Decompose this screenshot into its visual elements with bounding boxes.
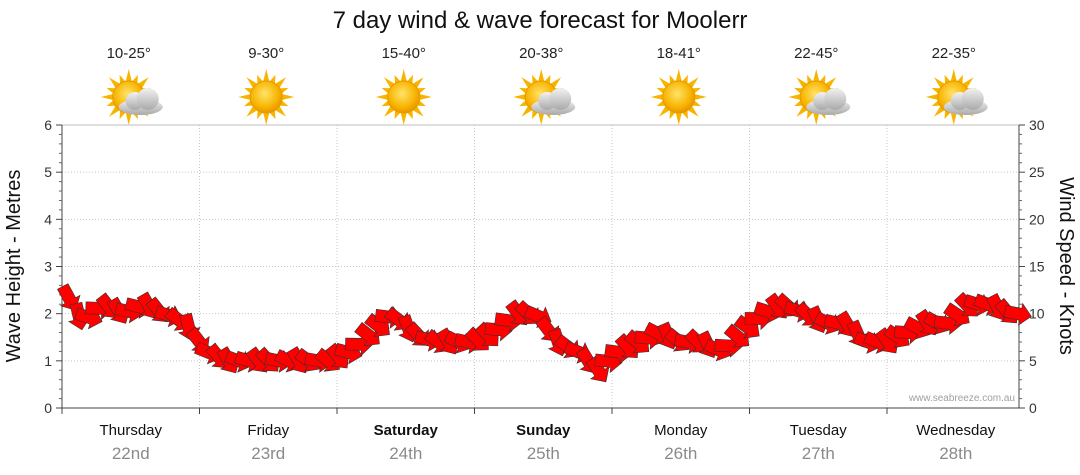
right-tick-label: 0 — [1029, 400, 1037, 416]
right-tick-label: 15 — [1029, 259, 1045, 275]
partly-cloudy-icon — [788, 69, 851, 125]
left-axis-label: Wave Height - Metres — [3, 170, 25, 363]
left-tick-label: 4 — [44, 211, 52, 227]
right-tick-label: 25 — [1029, 164, 1045, 180]
day-date-label: 24th — [389, 444, 422, 463]
day-date-label: 23rd — [251, 444, 285, 463]
left-tick-label: 0 — [44, 400, 52, 416]
partly-cloudy-icon — [100, 69, 163, 125]
right-tick-label: 20 — [1029, 211, 1045, 227]
day-name-label: Friday — [247, 422, 289, 439]
wind-arrow — [57, 283, 81, 311]
day-name-label: Thursday — [99, 422, 162, 439]
right-tick-label: 5 — [1029, 353, 1037, 369]
day-date-label: 27th — [802, 444, 835, 463]
day-labels: Thursday 22nd Friday 23rd Saturday 24th Sunday… — [61, 407, 1019, 463]
temperature-label: 22-35° — [932, 45, 976, 62]
day-date-label: 28th — [939, 444, 972, 463]
wind-arrow — [354, 322, 380, 347]
left-axis: 0 1 2 3 4 5 6 — [44, 117, 63, 416]
temperature-label: 18-41° — [657, 45, 701, 62]
wind-arrow — [1003, 302, 1032, 326]
left-tick-label: 3 — [44, 259, 52, 275]
temperature-label: 20-38° — [519, 45, 563, 62]
partly-cloudy-icon — [513, 69, 576, 125]
day-name-label: Tuesday — [790, 422, 847, 439]
wind-arrows — [57, 283, 1032, 383]
left-tick-label: 2 — [44, 306, 52, 322]
sunny-icon — [375, 69, 432, 125]
grid — [62, 124, 1019, 408]
left-tick-label: 5 — [44, 164, 52, 180]
sunny-icon — [650, 69, 707, 125]
day-name-label: Wednesday — [916, 422, 995, 439]
day-name-label: Monday — [654, 422, 708, 439]
left-tick-label: 1 — [44, 353, 52, 369]
chart-title: 7 day wind & wave forecast for Moolerr — [333, 7, 748, 34]
temperature-label: 10-25° — [107, 45, 151, 62]
sunny-icon — [238, 69, 295, 125]
day-date-label: 25th — [527, 444, 560, 463]
right-tick-label: 30 — [1029, 117, 1045, 133]
wind-arrow — [585, 355, 610, 383]
temperature-label: 22-45° — [794, 45, 838, 62]
day-date-label: 22nd — [112, 444, 150, 463]
right-tick-label: 10 — [1029, 306, 1045, 322]
wind-arrow — [723, 323, 750, 348]
left-tick-label: 6 — [44, 117, 52, 133]
watermark: www.seabreeze.com.au — [908, 393, 1015, 404]
weather-row: 10-25° 9-30° 15-40° 20-38° 18-41° 22-45° 22-35… — [100, 45, 988, 125]
day-date-label: 26th — [664, 444, 697, 463]
right-axis-label: Wind Speed - Knots — [1055, 177, 1077, 355]
day-name-label: Saturday — [374, 422, 439, 439]
temperature-label: 9-30° — [248, 45, 284, 62]
temperature-label: 15-40° — [382, 45, 426, 62]
partly-cloudy-icon — [925, 69, 988, 125]
right-axis: 0 5 10 15 20 25 30 — [1018, 117, 1045, 416]
day-name-label: Sunday — [516, 422, 571, 439]
